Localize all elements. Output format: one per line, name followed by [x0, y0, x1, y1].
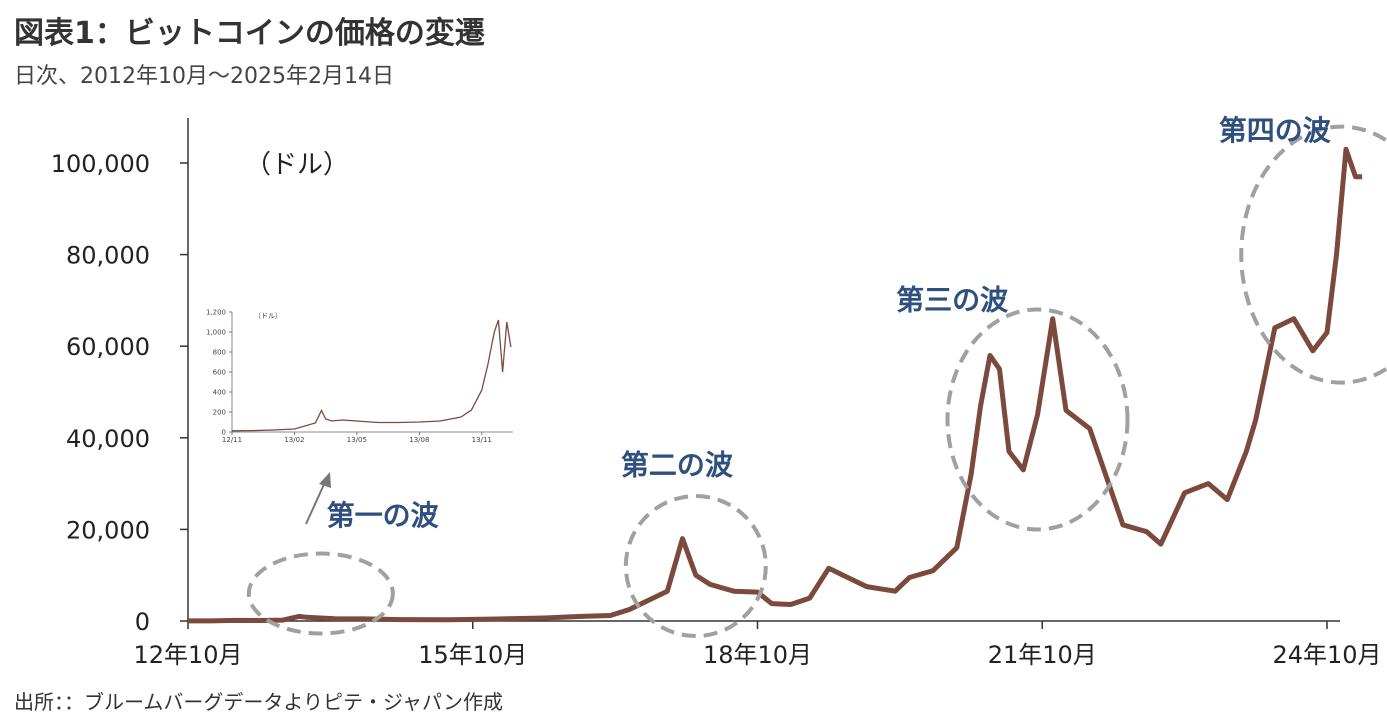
chart-axes: 0 20,000 40,000 60,000 80,000 100,000 12年10月 15… [51, 118, 1382, 669]
inset-y-tick-label: 600 [213, 369, 226, 377]
wave-label-3: 第三の波 [896, 284, 1009, 317]
wave-1-ellipse [246, 551, 395, 636]
x-tick-label: 21年10月 [988, 641, 1097, 669]
wave-2-ellipse [623, 494, 768, 639]
x-tick-label: 15年10月 [418, 641, 527, 669]
y-tick-label: 20,000 [66, 516, 150, 544]
source-note: 出所：：ブルームバーグデータよりピテ・ジャパン作成 [14, 690, 503, 714]
inset-unit-label: （ドル） [254, 312, 282, 320]
x-tick-label: 18年10月 [703, 641, 812, 669]
wave-label-1: 第一の波 [327, 499, 440, 532]
chart-subtitle: 日次、2012年10月～2025年2月14日 [14, 64, 394, 89]
chart-title: 図表1：ビットコインの価格の変遷 [14, 16, 485, 51]
inset-y-tick-label: 1,000 [206, 329, 226, 337]
y-tick-label: 80,000 [66, 242, 150, 270]
unit-label: （ドル） [245, 150, 349, 180]
y-tick-label: 100,000 [51, 150, 150, 178]
inset-y-tick-label: 400 [213, 389, 226, 397]
inset-x-tick-label: 12/11 [222, 436, 242, 444]
inset-y-tick-label: 1,200 [206, 309, 226, 317]
wave-label-4: 第四の波 [1219, 114, 1332, 147]
wave-4-ellipse [1239, 124, 1387, 385]
annotation-layer: 第一の波 第二の波 第三の波 第四の波 [327, 114, 1332, 532]
price-series-line [188, 146, 1363, 624]
inset-y-tick-label: 0 [222, 429, 226, 437]
inset-y-tick-label: 800 [213, 349, 226, 357]
inset-y-tick-label: 200 [213, 409, 226, 417]
wave-ellipses [246, 124, 1387, 639]
y-tick-label: 40,000 [66, 425, 150, 453]
wave-label-2: 第二の波 [621, 448, 734, 481]
y-tick-label: 60,000 [66, 333, 150, 361]
inset-x-tick-label: 13/08 [409, 436, 429, 444]
inset-chart: 0 200 400 600 800 1,000 1,200 12/11 13/02 13/05 13… [206, 309, 513, 444]
series-layer [188, 146, 1363, 624]
x-tick-label: 12年10月 [133, 641, 242, 669]
inset-x-tick-label: 13/02 [284, 436, 304, 444]
inset-arrow [305, 472, 331, 525]
inset-series-line [231, 319, 512, 432]
inset-x-tick-label: 13/05 [347, 436, 367, 444]
wave-3-ellipse [945, 307, 1130, 532]
y-tick-label: 0 [135, 608, 150, 636]
inset-x-tick-label: 13/11 [472, 436, 492, 444]
x-tick-label: 24年10月 [1272, 641, 1381, 669]
